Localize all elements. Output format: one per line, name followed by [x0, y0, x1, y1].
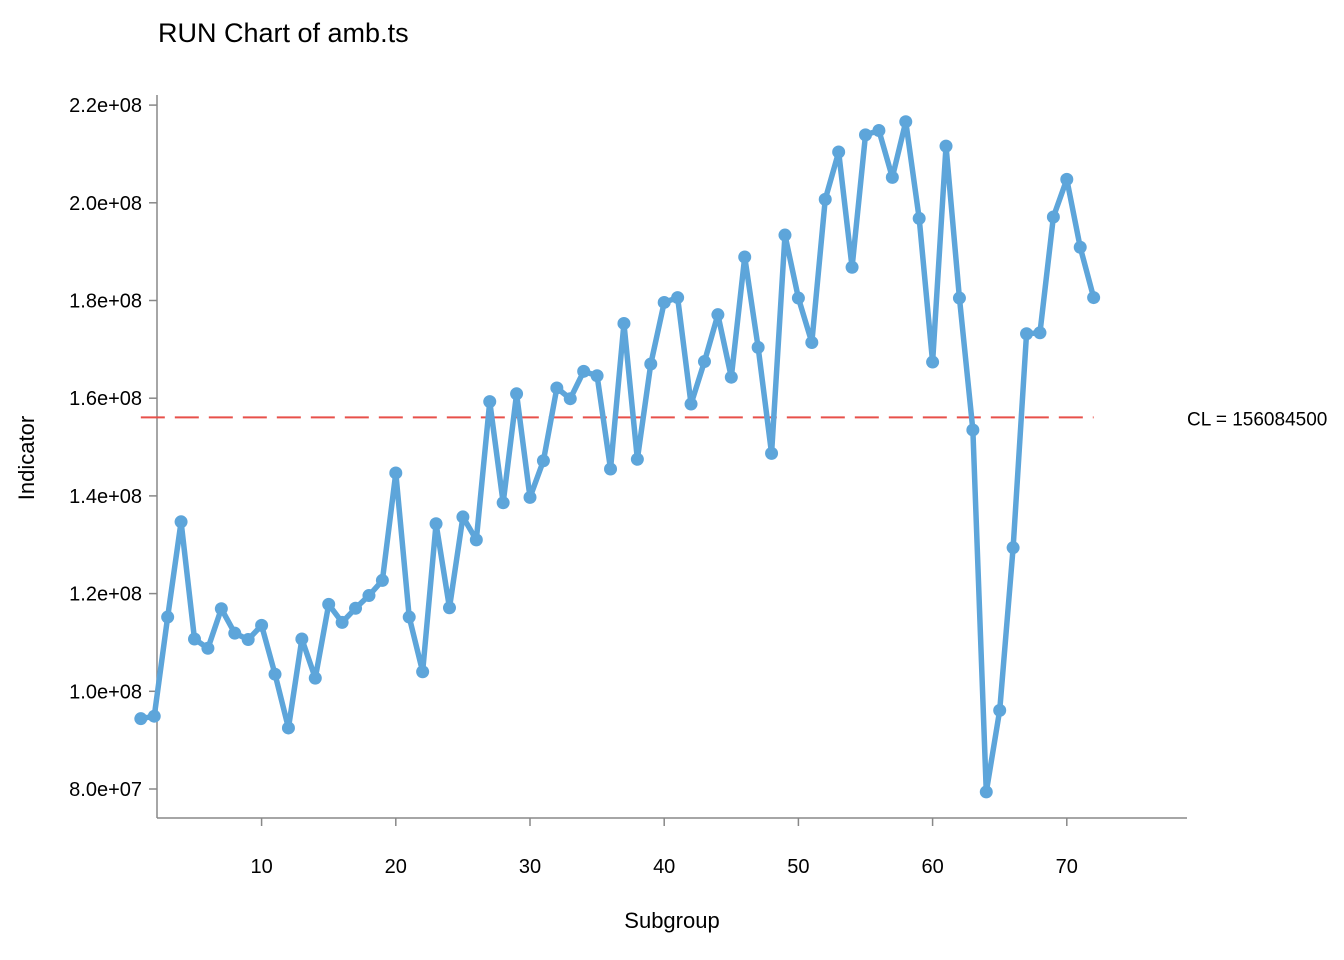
x-tick-label: 10 — [250, 856, 272, 878]
data-point — [456, 510, 470, 524]
data-point — [912, 211, 926, 225]
data-point — [1020, 327, 1034, 341]
data-point — [429, 517, 443, 531]
data-point — [510, 387, 524, 401]
data-point — [657, 295, 671, 309]
y-tick-label: 8.0e+07 — [69, 779, 142, 801]
y-tick-label: 1.8e+08 — [69, 291, 142, 313]
y-tick-label: 1.0e+08 — [69, 681, 142, 703]
y-tick-label: 2.0e+08 — [69, 193, 142, 215]
data-point — [778, 228, 792, 242]
center-line-group: CL = 156084500 — [140, 409, 1327, 430]
y-tick-label: 1.2e+08 — [69, 584, 142, 606]
chart-title: RUN Chart of amb.ts — [158, 18, 409, 48]
data-point — [241, 633, 255, 647]
x-axis-ticks: 10 20 30 40 50 60 70 — [250, 818, 1078, 878]
series-line — [138, 118, 1097, 795]
data-point — [201, 641, 215, 655]
data-point — [416, 665, 430, 679]
data-point — [188, 632, 201, 646]
data-point — [1033, 326, 1047, 340]
data-point — [979, 785, 993, 799]
data-point — [711, 308, 725, 322]
data-point — [563, 392, 577, 406]
data-point — [993, 703, 1007, 717]
data-point — [1006, 541, 1020, 555]
data-point — [724, 370, 738, 384]
y-axis-ticks: 8.0e+07 1.0e+08 1.2e+08 1.4e+08 1.6e+08 1.8e+… — [69, 95, 157, 801]
y-tick-label: 1.4e+08 — [69, 486, 142, 508]
data-point — [765, 446, 779, 460]
data-point — [885, 170, 899, 184]
data-point — [805, 336, 819, 350]
y-tick-label: 2.2e+08 — [69, 95, 142, 117]
data-point — [1060, 172, 1074, 186]
center-line-label: CL = 156084500 — [1187, 409, 1327, 430]
data-point — [375, 573, 389, 587]
data-point — [845, 260, 859, 274]
x-tick-label: 60 — [921, 856, 943, 878]
data-point — [671, 291, 685, 305]
data-point — [818, 192, 832, 206]
data-point — [295, 632, 309, 646]
data-point — [442, 601, 456, 615]
data-point — [322, 597, 336, 611]
data-point — [644, 357, 658, 371]
data-point — [550, 381, 564, 395]
data-point — [617, 316, 631, 330]
y-tick-label: 1.6e+08 — [69, 388, 142, 410]
data-point — [791, 291, 805, 305]
data-point — [738, 250, 752, 264]
data-point — [604, 462, 618, 476]
data-point — [174, 515, 188, 529]
x-axis-label: Subgroup — [624, 908, 719, 933]
data-point — [389, 466, 403, 480]
data-point — [214, 602, 228, 616]
data-point — [255, 618, 269, 632]
data-point — [872, 124, 886, 137]
data-point — [335, 615, 349, 629]
data-point — [496, 496, 510, 510]
data-point — [1073, 240, 1087, 254]
data-point — [281, 721, 295, 735]
x-tick-label: 30 — [519, 856, 541, 878]
series-group — [134, 115, 1101, 799]
data-point — [952, 291, 966, 305]
data-point — [684, 397, 698, 411]
data-point — [523, 490, 537, 504]
data-point — [697, 355, 711, 369]
data-point — [402, 610, 416, 624]
x-tick-label: 20 — [385, 856, 407, 878]
data-point — [268, 667, 282, 681]
data-point — [832, 145, 846, 159]
data-point — [577, 364, 591, 378]
data-point — [308, 671, 322, 685]
data-point — [859, 128, 872, 142]
data-point — [939, 139, 953, 153]
data-point — [630, 452, 644, 466]
data-point — [134, 712, 148, 726]
x-tick-label: 50 — [787, 856, 809, 878]
x-tick-label: 70 — [1056, 856, 1078, 878]
data-point — [751, 340, 765, 354]
data-point — [590, 369, 604, 383]
data-point — [966, 423, 980, 437]
data-point — [1046, 210, 1060, 224]
data-point — [228, 626, 242, 640]
data-point — [469, 533, 483, 547]
y-axis-label: Indicator — [14, 416, 39, 500]
data-point — [483, 395, 497, 409]
data-point — [926, 355, 940, 369]
data-point — [362, 589, 376, 603]
data-point — [1087, 291, 1101, 305]
data-point — [349, 601, 363, 615]
data-point — [161, 610, 175, 624]
data-point — [147, 709, 161, 723]
data-point — [536, 454, 550, 468]
x-tick-label: 40 — [653, 856, 675, 878]
data-point — [899, 115, 913, 129]
